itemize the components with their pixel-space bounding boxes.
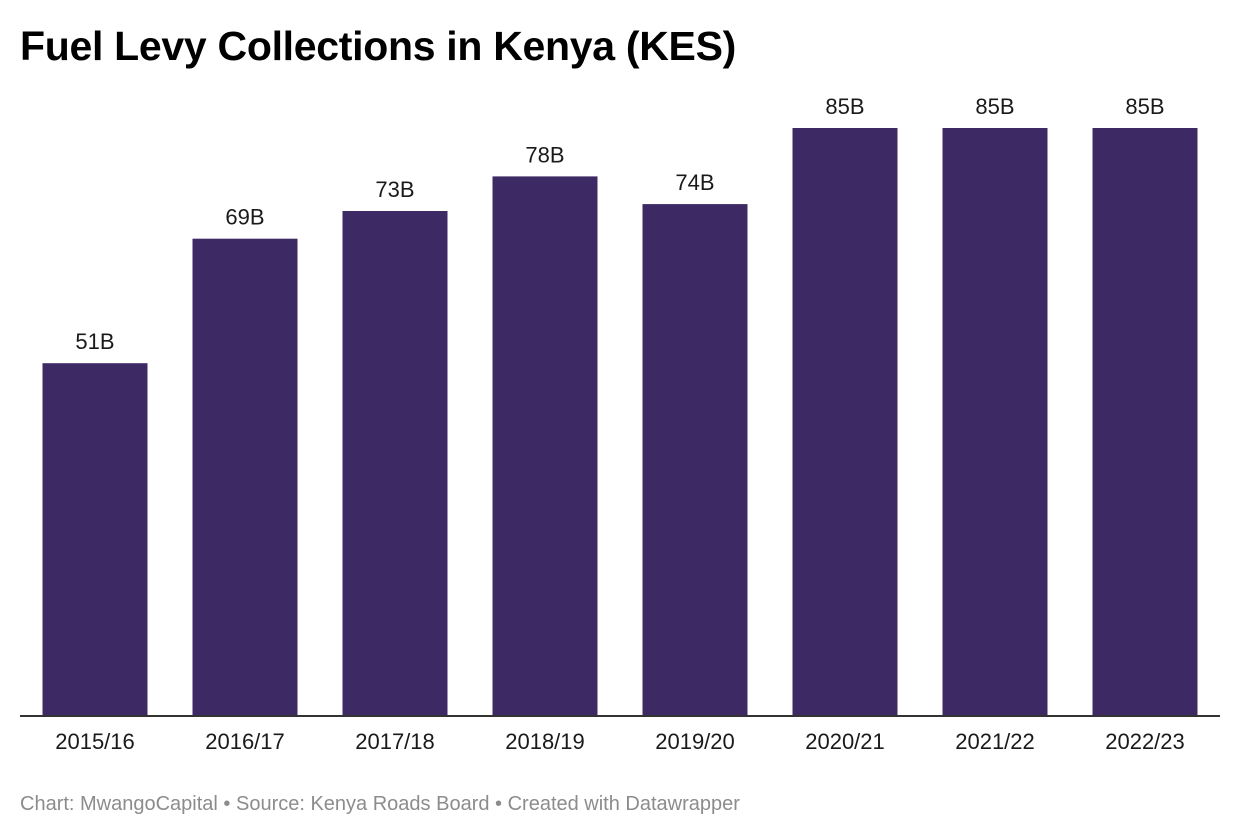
- x-tick-label-2019/20: 2019/20: [655, 729, 735, 754]
- bar-2020/21: [792, 128, 898, 716]
- bar-2021/22: [942, 128, 1048, 716]
- bars-group: [42, 128, 1198, 716]
- x-tick-label-2022/23: 2022/23: [1105, 729, 1185, 754]
- x-tick-label-2016/17: 2016/17: [205, 729, 285, 754]
- bar-2016/17: [192, 238, 298, 716]
- bar-2022/23: [1092, 128, 1198, 716]
- x-tick-label-2017/18: 2017/18: [355, 729, 435, 754]
- chart-footer: Chart: MwangoCapital • Source: Kenya Roa…: [20, 793, 740, 815]
- value-label-2022/23: 85B: [1125, 94, 1164, 119]
- x-tick-label-2015/16: 2015/16: [55, 729, 135, 754]
- x-tick-label-2018/19: 2018/19: [505, 729, 585, 754]
- chart-title: Fuel Levy Collections in Kenya (KES): [20, 23, 736, 69]
- value-label-2015/16: 51B: [75, 329, 114, 354]
- value-label-2017/18: 73B: [375, 177, 414, 202]
- x-tick-labels-group: 2015/16 2016/17 2017/18 2018/19 2019/20 2020/…: [55, 729, 1185, 754]
- value-label-2018/19: 78B: [525, 142, 564, 167]
- x-tick-label-2020/21: 2020/21: [805, 729, 885, 754]
- value-label-2021/22: 85B: [975, 94, 1014, 119]
- bar-2015/16: [42, 363, 148, 716]
- value-label-2019/20: 74B: [675, 170, 714, 195]
- bar-2019/20: [642, 204, 748, 716]
- value-label-2016/17: 69B: [225, 205, 264, 230]
- value-label-2020/21: 85B: [825, 94, 864, 119]
- x-tick-label-2021/22: 2021/22: [955, 729, 1035, 754]
- value-labels-group: 51B 69B 73B 78B 74B 85B 85B 85B: [75, 94, 1164, 354]
- bar-2018/19: [492, 176, 598, 716]
- bar-2017/18: [342, 211, 448, 716]
